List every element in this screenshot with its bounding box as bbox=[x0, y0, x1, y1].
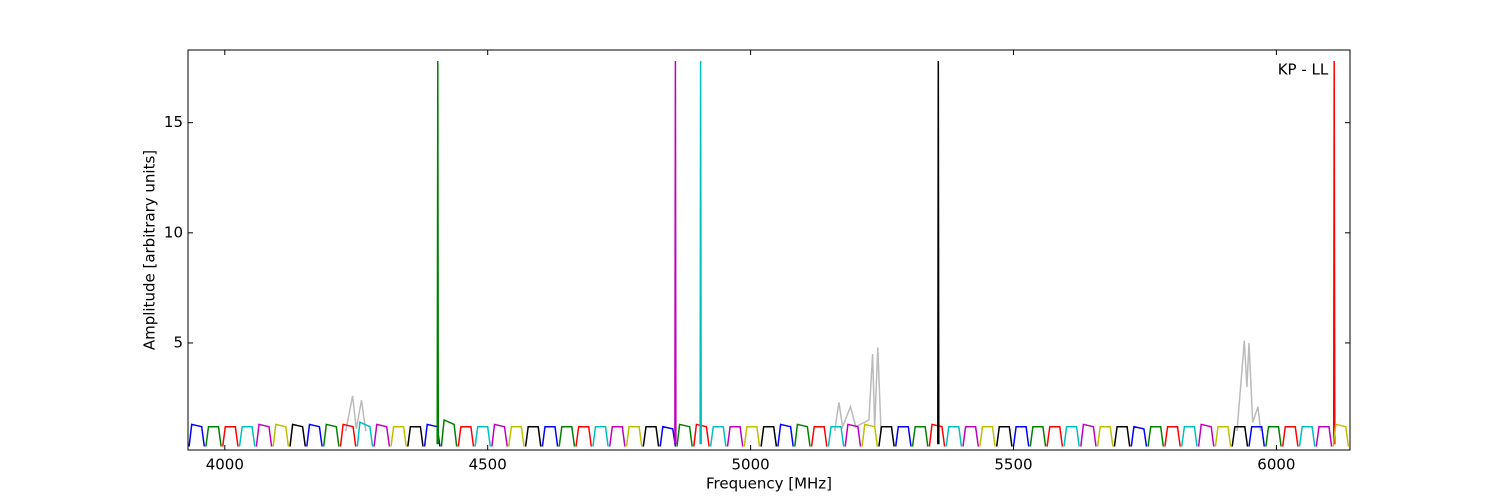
x-tick-label: 5000 bbox=[732, 456, 770, 474]
y-tick-label: 15 bbox=[164, 113, 183, 131]
spectrum-line bbox=[221, 60, 1336, 447]
x-tick-label: 4000 bbox=[206, 456, 244, 474]
annotation: KP - LL bbox=[1278, 61, 1329, 79]
spectrum-line bbox=[272, 423, 1350, 447]
x-axis-label: Frequency [MHz] bbox=[706, 475, 832, 493]
spectrum-line bbox=[289, 60, 1249, 447]
x-tick-label: 5500 bbox=[994, 456, 1032, 474]
y-tick-label: 5 bbox=[173, 333, 183, 351]
spectrum-line bbox=[238, 60, 1316, 447]
spectrum-line bbox=[188, 423, 1266, 447]
y-axis-label: Amplitude [arbitrary units] bbox=[141, 150, 159, 350]
plot-frame bbox=[187, 49, 1351, 451]
spectrum-line bbox=[344, 340, 1262, 432]
spectrum-line bbox=[205, 60, 1282, 447]
spectrum-line bbox=[255, 60, 1333, 447]
y-tick-label: 10 bbox=[164, 223, 183, 241]
x-tick-label: 4500 bbox=[469, 456, 507, 474]
x-tick-label: 6000 bbox=[1257, 456, 1295, 474]
